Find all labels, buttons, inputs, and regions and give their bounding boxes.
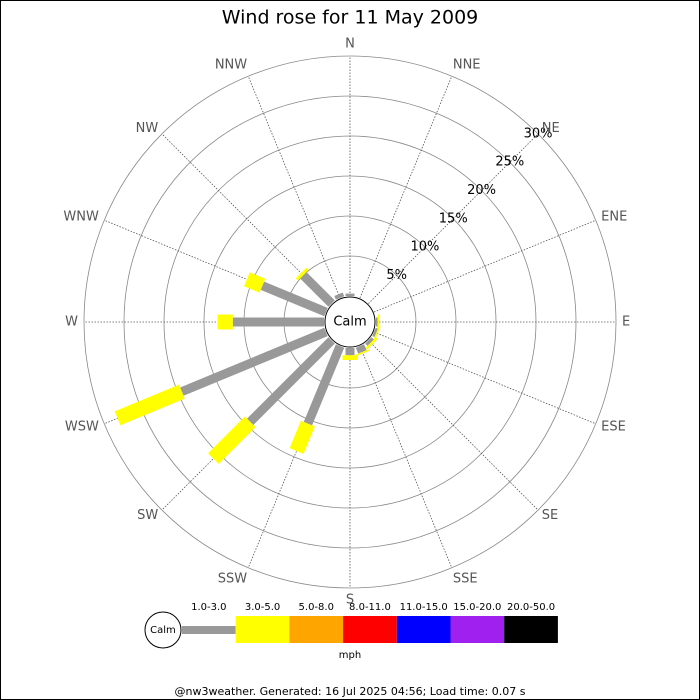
spoke [373, 331, 596, 425]
calm-circle [324, 296, 376, 348]
bar-segment [365, 337, 378, 350]
ring [123, 95, 577, 549]
calm-label: Calm [333, 315, 366, 330]
spoke [247, 76, 341, 299]
legend-label: 3.0-5.0 [245, 602, 280, 613]
bar-segment [260, 281, 328, 317]
bar-segment [303, 344, 345, 426]
footer: @nw3weather. Generated: 16 Jul 2025 04:5… [175, 685, 526, 698]
legend-calm [144, 611, 182, 649]
legend-swatch [289, 616, 344, 643]
legend-label: 20.0-50.0 [507, 602, 555, 613]
bar-segment [355, 349, 370, 357]
legend-calm-label: Calm [150, 625, 176, 636]
bar-segment [208, 416, 256, 464]
legend-label: 15.0-20.0 [453, 602, 501, 613]
direction-label: W [65, 315, 78, 330]
direction-label: SW [137, 508, 158, 523]
direction-label: ESE [601, 419, 626, 434]
legend-swatch [396, 616, 451, 643]
bar-segment [244, 272, 266, 293]
bar-segment [246, 337, 335, 426]
legend-label: 11.0-15.0 [400, 602, 448, 613]
spoke [359, 76, 453, 299]
bar-segment [355, 344, 367, 354]
r-tick-label: 10% [411, 240, 440, 255]
legend-label: 5.0-8.0 [299, 602, 334, 613]
direction-label: NNE [453, 57, 481, 72]
direction-label: NNW [215, 57, 247, 72]
r-tick-label: 25% [495, 155, 524, 170]
direction-label: NE [542, 121, 560, 136]
r-tick-label: 15% [439, 211, 468, 226]
direction-label: SE [542, 508, 558, 523]
legend: Calm 1.0-3.0 3.0-5.0 5.0-8.0 8.0-11.0 11.0-1… [144, 602, 558, 649]
r-tick-label: 5% [386, 268, 407, 283]
bar-segment [289, 420, 315, 454]
legend-swatch [504, 616, 558, 643]
legend-label: 8.0-11.0 [349, 602, 391, 613]
direction-label: WNW [63, 210, 99, 225]
spoke [368, 340, 539, 511]
r-tick-label: 30% [524, 126, 553, 141]
spoke [373, 219, 596, 313]
bar-segment [300, 272, 335, 307]
legend-label: 1.0-3.0 [191, 602, 226, 613]
ring [83, 55, 617, 589]
bar-segment [295, 267, 309, 281]
direction-label: SSW [218, 572, 248, 587]
legend-swatch [182, 626, 236, 634]
direction-label: E [622, 315, 630, 330]
direction-label: WSW [65, 419, 99, 434]
r-tick-label: 20% [467, 183, 496, 198]
bar-segment [334, 292, 345, 300]
legend-swatch [450, 616, 505, 643]
direction-label: ENE [601, 210, 627, 225]
bar-segment [372, 327, 378, 338]
bar-segment [180, 327, 328, 396]
spoke [368, 133, 539, 304]
bar-segment [114, 384, 185, 426]
direction-label: SSE [453, 572, 478, 587]
labels: 5% 10% 15% 20% 25%30% N NNE NE ENE E ESE SE SSE S SSW S… [63, 37, 630, 608]
units: mph [339, 650, 361, 661]
bars [114, 267, 381, 464]
bar-segment [365, 337, 374, 346]
spoke [359, 345, 453, 568]
legend-swatch [343, 616, 397, 643]
direction-label: S [346, 593, 354, 608]
direction-label: N [345, 37, 355, 52]
direction-label: NW [136, 121, 159, 136]
legend-swatch [235, 616, 290, 643]
bar-segment [373, 325, 381, 341]
chart-title: Wind rose for 11 May 2009 [222, 7, 479, 29]
